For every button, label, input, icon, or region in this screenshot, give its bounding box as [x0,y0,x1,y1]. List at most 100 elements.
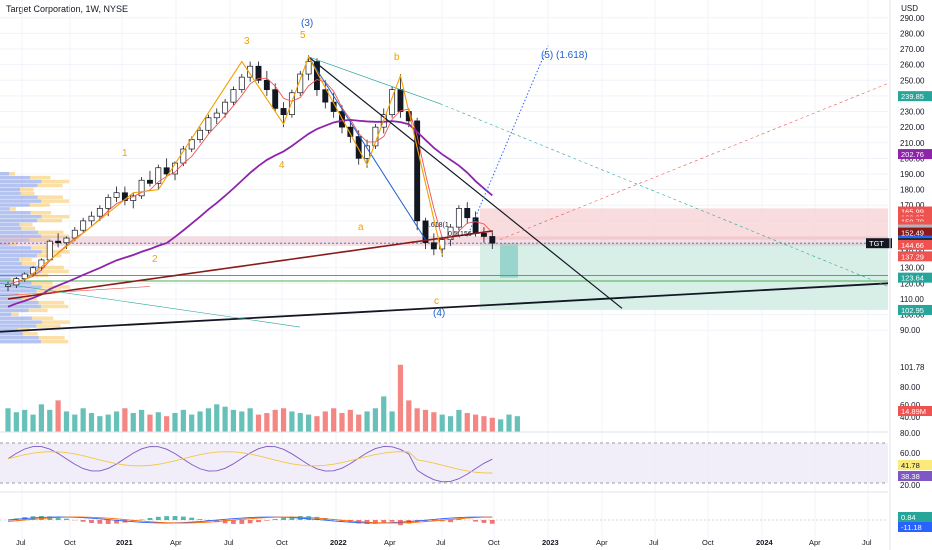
candle-body-58 [489,236,496,244]
volume-profile-bar-yellow-35 [28,308,48,313]
volume-profile-bar-blue-16 [0,234,42,238]
candle-body-28 [238,76,245,91]
volume-bar-12 [105,414,111,432]
volume-bar-43 [364,411,370,432]
y-tick-label-19: 100.00 [900,311,925,320]
macd-hist-bar-7 [64,518,69,520]
volume-profile-bar-yellow-25 [41,269,69,274]
macd-hist-bar-45 [381,520,387,524]
candle-body-13 [113,192,120,198]
volume-profile-bar-blue-12 [0,218,38,223]
macd-legend-1: -11.18 [901,523,922,532]
volume-axis-label-0: 101.78 [900,363,925,372]
volume-profile-bar-yellow-11 [41,214,70,219]
y-tick-label-11: 180.00 [900,186,925,195]
rsi-legend-1: 38.38 [901,472,920,481]
volume-bar-52 [439,414,445,432]
wave-label-7: 2 [152,254,158,265]
y-tick-label-7: 220.00 [900,123,925,132]
rsi-legend-0: 41.78 [901,461,920,470]
volume-axis-label-1: 80.00 [900,383,921,392]
volume-profile-bar-yellow-39 [36,324,61,328]
candle-body-5 [46,240,53,261]
price-label-14: 123.64 [901,274,924,283]
volume-profile-bar-blue-19 [0,246,32,250]
volume-bar-14 [122,408,128,432]
x-tick-label-10: 2023 [542,538,559,547]
rsi-axis-label-1: 60.00 [900,449,921,458]
volume-bar-28 [239,411,245,432]
macd-signal-line [7,516,493,524]
symbol-tag-bg [866,238,892,249]
volume-profile-bar-blue-38 [0,320,42,324]
candle-body-0 [5,284,11,287]
x-tick-label-4: Jul [224,538,234,547]
volume-profile-bar-blue-31 [0,293,19,297]
macd-hist-bar-4 [39,516,44,520]
target-sub-zone [500,243,518,278]
wave-label-5: 4 [279,160,285,171]
volume-profile-bar-yellow-5 [20,191,35,196]
volume-profile-bar-yellow-30 [36,289,62,293]
candle-body-42 [355,136,362,159]
short-risk-zone [480,208,888,240]
volume-profile-bar-yellow-14 [21,226,36,231]
y-tick-label-17: 120.00 [900,279,925,288]
volume-profile-bar-yellow-17 [29,238,49,242]
price-label-bg-12 [898,239,932,250]
x-tick-label-3: Apr [170,538,182,547]
x-tick-label-16: Jul [862,538,872,547]
wave-label-12: 0.5(156 [448,231,472,238]
volume-profile-bar-blue-35 [0,308,29,313]
ma-purple-line [7,118,493,308]
macd-hist-bar-11 [97,520,103,524]
volume-bar-42 [356,414,362,432]
volume-bar-57 [481,416,487,432]
volume-profile-bar-blue-15 [0,230,39,235]
x-tick-label-13: Oct [702,538,715,547]
volume-profile-bar-yellow-12 [37,218,63,223]
price-label-bg-13 [898,251,932,262]
macd-hist-bar-23 [197,519,203,520]
candle-body-18 [155,167,162,184]
volume-bar-36 [306,414,312,432]
volume-bar-35 [297,413,303,432]
volume-bar-37 [314,416,320,432]
volume-profile-bar-blue-17 [0,238,30,242]
x-tick-label-15: Apr [809,538,821,547]
volume-bar-48 [406,400,412,432]
volume-profile-bar-blue-7 [0,199,42,203]
volume-profile-bar-blue-4 [0,187,21,192]
candle-body-35 [297,73,304,94]
volume-bar-15 [130,413,136,432]
price-label-8: 152.49 [901,229,924,238]
y-tick-label-0: 290.00 [900,14,925,23]
candle-body-17 [147,179,153,184]
wave-label-2: 3 [244,36,250,47]
volume-profile-bar-yellow-6 [37,195,63,199]
volume-profile-bar-yellow-41 [22,332,38,336]
volume-profile-bar-blue-3 [0,183,38,188]
volume-profile-bar-yellow-19 [31,246,52,250]
candle-body-6 [55,240,62,244]
volume-profile-bar-blue-23 [0,261,22,266]
price-label-bg-0 [898,91,932,102]
volume-legend: 14.89M [901,407,926,416]
chart-title: Target Corporation, 1W, NYSE [6,4,129,14]
y-tick-label-10: 190.00 [900,170,925,179]
candle-body-54 [455,208,462,228]
candle-body-51 [430,242,437,250]
y-tick-label-18: 110.00 [900,295,924,304]
candle-body-57 [481,233,487,237]
macd-hist-bar-18 [155,516,161,520]
volume-bar-8 [72,414,78,432]
volume-profile-bar-yellow-37 [31,316,54,320]
x-tick-label-14: 2024 [756,538,774,547]
volume-profile-bar-blue-10 [0,211,31,215]
volume-profile-bar-blue-18 [0,242,11,246]
macd-hist-bar-12 [105,520,111,524]
volume-profile-bar-yellow-34 [41,304,69,309]
volume-profile-bar-blue-8 [0,203,30,207]
volume-bar-46 [389,411,395,432]
